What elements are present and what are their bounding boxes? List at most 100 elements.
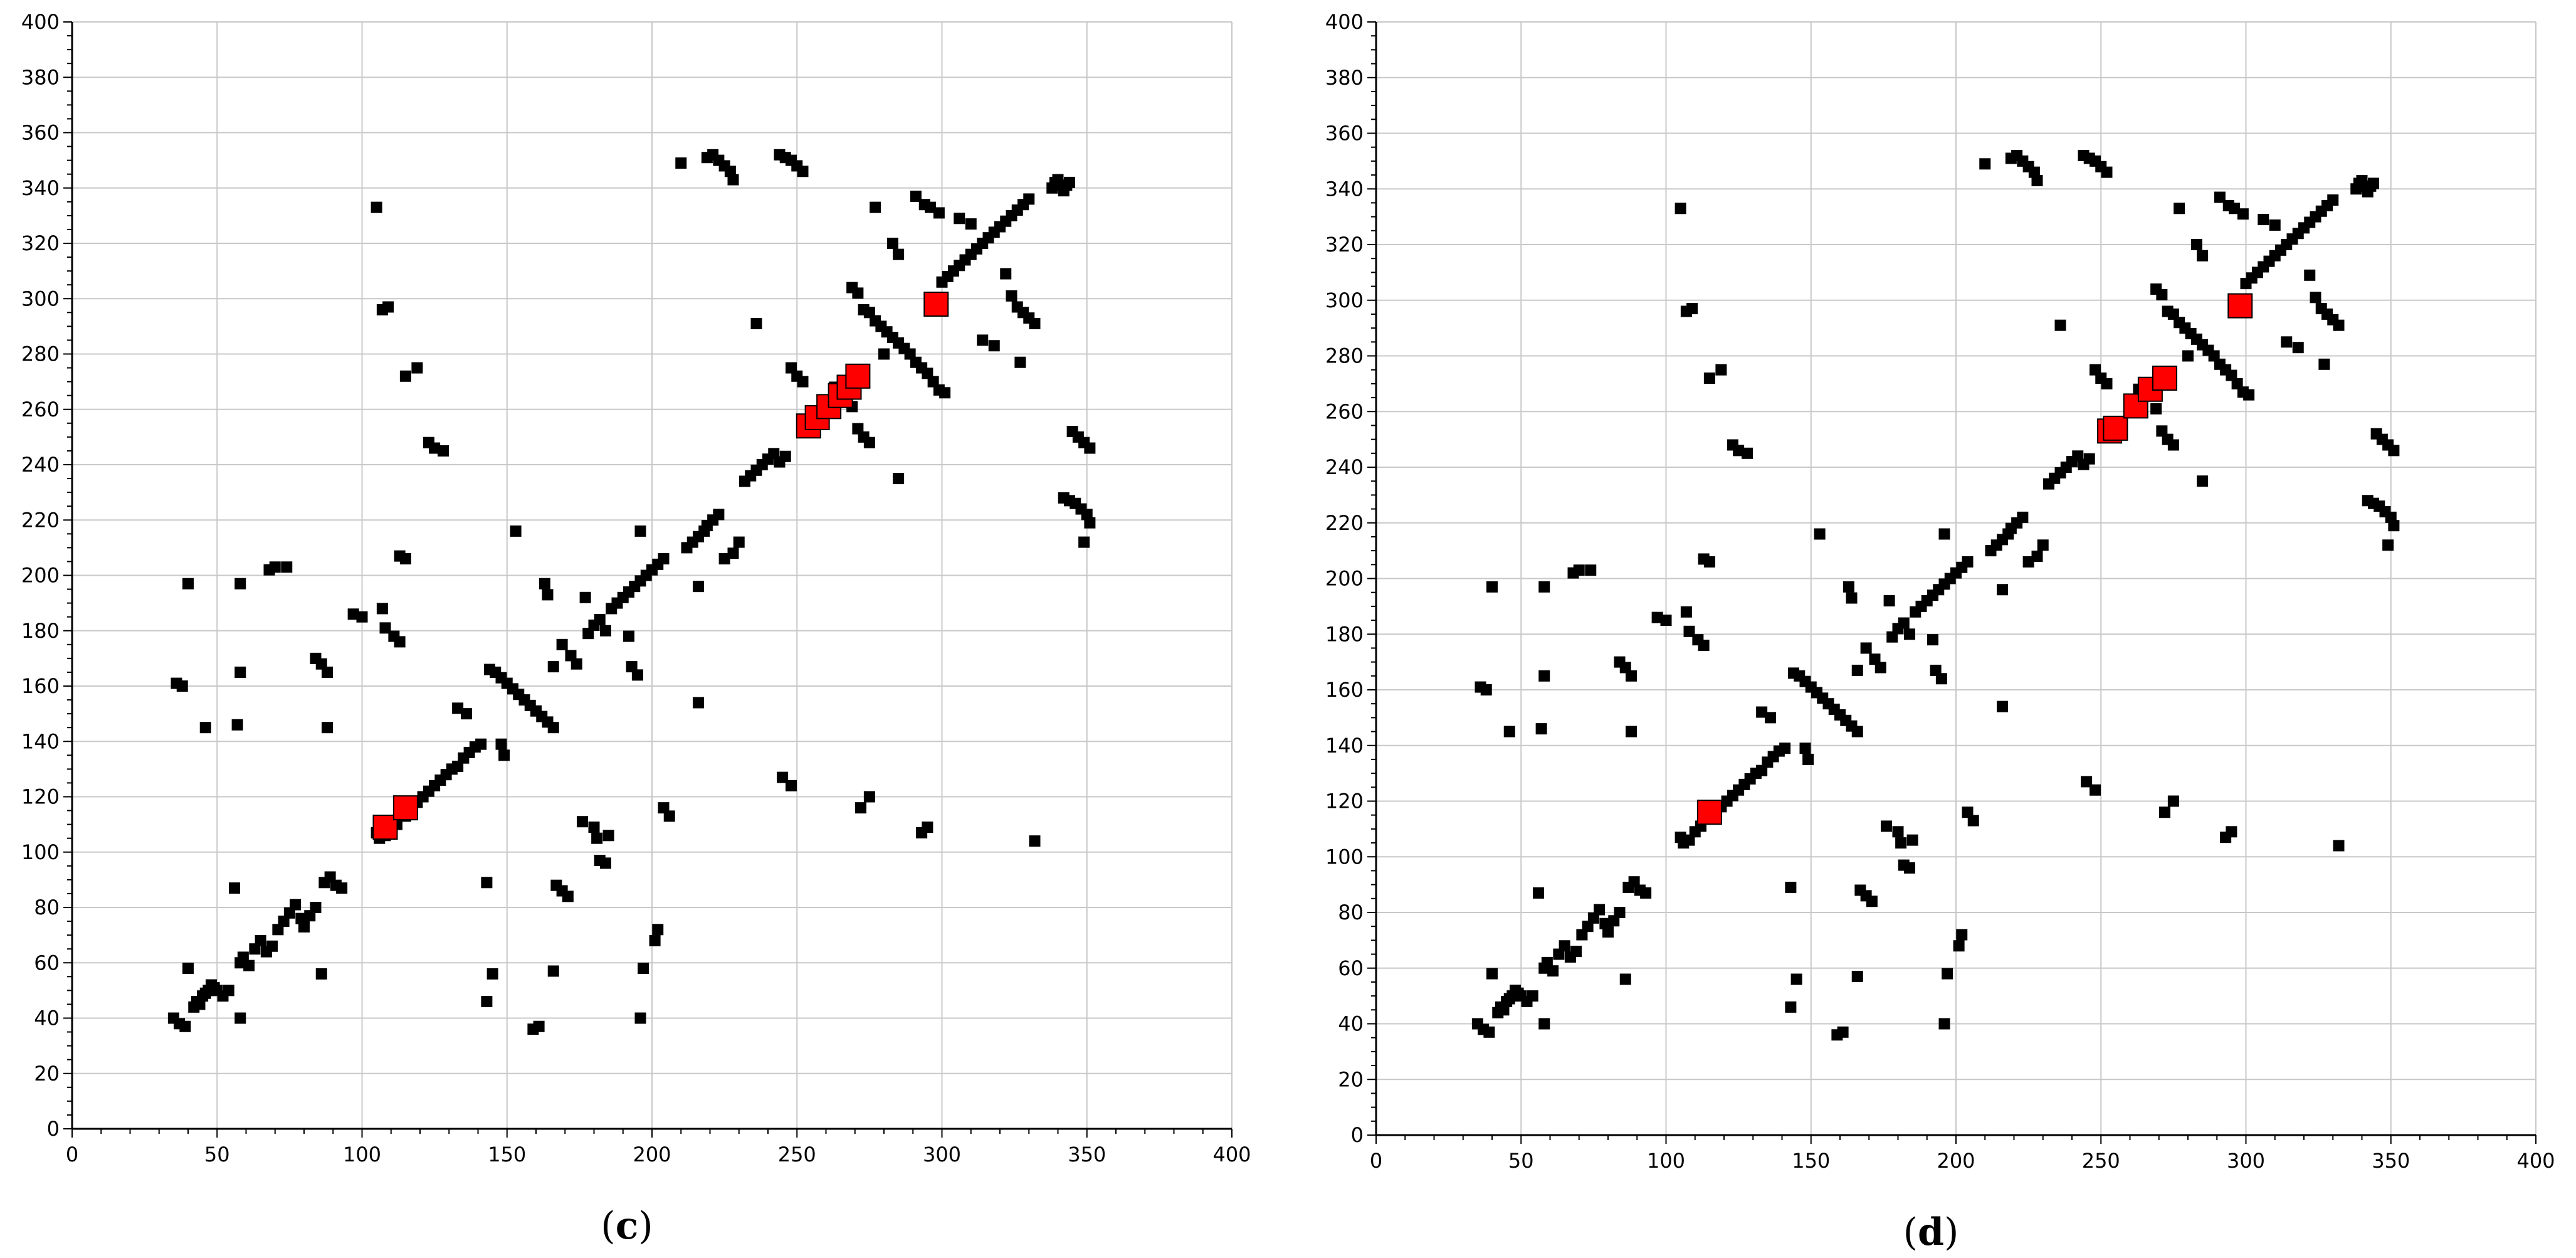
data-point bbox=[1979, 158, 1991, 170]
data-point bbox=[1895, 837, 1907, 849]
grid-layer bbox=[71, 21, 1233, 1129]
data-point bbox=[2327, 194, 2339, 206]
y-tick-label: 360 bbox=[21, 121, 60, 145]
data-point bbox=[602, 830, 614, 842]
data-point bbox=[1814, 528, 1826, 540]
data-point bbox=[1765, 712, 1776, 724]
data-point bbox=[1486, 968, 1498, 980]
data-point bbox=[733, 536, 745, 548]
data-point bbox=[1837, 1026, 1849, 1038]
x-tick-label: 300 bbox=[2227, 1149, 2265, 1173]
data-point bbox=[1874, 662, 1886, 674]
data-point bbox=[922, 822, 933, 833]
data-point bbox=[1997, 584, 2008, 596]
data-point bbox=[855, 802, 866, 814]
data-point bbox=[498, 749, 510, 761]
data-point bbox=[600, 857, 611, 869]
data-point bbox=[1014, 356, 1026, 368]
data-point bbox=[1779, 743, 1791, 754]
data-point bbox=[199, 722, 211, 734]
data-point bbox=[713, 509, 725, 521]
data-point bbox=[2258, 214, 2269, 226]
data-point bbox=[727, 174, 739, 186]
data-point bbox=[1000, 268, 1012, 280]
data-point bbox=[1064, 176, 1075, 188]
data-point bbox=[727, 547, 739, 559]
y-tick-label: 60 bbox=[34, 951, 60, 975]
highlight-point bbox=[2227, 293, 2253, 319]
data-point bbox=[547, 661, 559, 673]
data-point bbox=[2167, 439, 2179, 451]
data-point bbox=[1997, 700, 2008, 712]
y-tick-label: 340 bbox=[1325, 177, 1364, 201]
panel-caption: (d) bbox=[1903, 1210, 1959, 1254]
data-point bbox=[2083, 453, 2095, 465]
data-point bbox=[1892, 826, 1904, 838]
data-point bbox=[376, 603, 388, 615]
y-tick-label: 280 bbox=[21, 342, 60, 366]
y-tick-label: 140 bbox=[1325, 734, 1364, 758]
highlight-point bbox=[2103, 415, 2128, 441]
data-point bbox=[182, 963, 194, 975]
y-tick-label: 160 bbox=[21, 674, 60, 698]
y-tick-label: 180 bbox=[1325, 622, 1364, 646]
highlight-point bbox=[845, 363, 871, 389]
data-point bbox=[1503, 726, 1515, 737]
data-point bbox=[1483, 1026, 1495, 1038]
data-point bbox=[1843, 581, 1854, 593]
highlight-point bbox=[923, 292, 949, 317]
data-point bbox=[652, 924, 664, 936]
data-point bbox=[1967, 815, 1979, 827]
data-point bbox=[234, 578, 246, 589]
data-point bbox=[634, 1012, 646, 1024]
highlight-point bbox=[392, 795, 418, 821]
data-point bbox=[1680, 606, 1692, 618]
x-tick-label: 100 bbox=[1647, 1149, 1685, 1173]
data-point bbox=[495, 738, 507, 750]
x-tick-label: 0 bbox=[1370, 1149, 1382, 1173]
data-point bbox=[547, 722, 559, 734]
data-point bbox=[371, 201, 382, 213]
data-point bbox=[315, 968, 327, 980]
data-point bbox=[382, 301, 394, 313]
data-point bbox=[893, 248, 905, 260]
data-point bbox=[675, 157, 687, 169]
data-point bbox=[1942, 968, 1953, 980]
data-point bbox=[411, 362, 423, 374]
data-point bbox=[223, 985, 234, 996]
data-point bbox=[634, 525, 646, 537]
data-point bbox=[475, 738, 487, 750]
x-tick-label: 300 bbox=[923, 1143, 961, 1166]
data-point bbox=[2388, 520, 2400, 532]
data-point bbox=[663, 810, 675, 822]
data-point bbox=[2101, 378, 2113, 389]
data-point bbox=[1906, 834, 1918, 846]
x-tick-label: 250 bbox=[778, 1143, 816, 1166]
data-point bbox=[1547, 965, 1559, 977]
data-point bbox=[481, 877, 493, 889]
data-point bbox=[298, 921, 310, 933]
data-point bbox=[452, 702, 464, 714]
data-point bbox=[1898, 617, 1910, 629]
data-point bbox=[481, 996, 493, 1008]
y-tick-label: 260 bbox=[21, 398, 60, 421]
data-point bbox=[988, 340, 1000, 352]
data-point bbox=[1703, 556, 1715, 568]
data-point bbox=[886, 238, 898, 249]
data-point bbox=[231, 719, 243, 731]
data-point bbox=[269, 561, 281, 573]
data-point bbox=[336, 882, 348, 894]
data-point bbox=[2269, 219, 2281, 231]
data-point bbox=[1626, 726, 1637, 737]
data-point bbox=[1756, 706, 1768, 718]
data-point bbox=[693, 697, 704, 709]
data-point bbox=[2159, 806, 2170, 818]
data-point bbox=[2318, 358, 2330, 370]
data-point bbox=[539, 578, 550, 589]
data-point bbox=[1619, 973, 1631, 985]
data-point bbox=[255, 934, 266, 946]
data-point bbox=[777, 771, 789, 783]
data-point bbox=[1799, 743, 1811, 754]
data-point bbox=[1904, 628, 1915, 640]
